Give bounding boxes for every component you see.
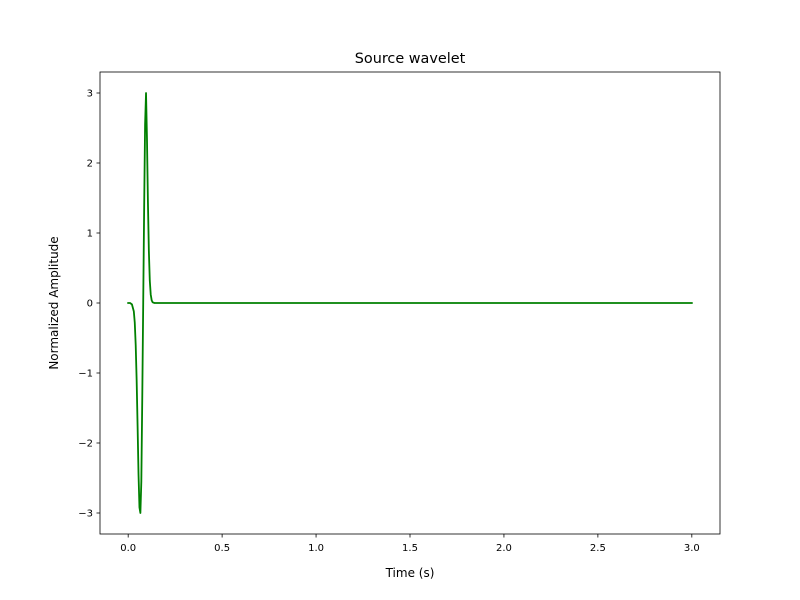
x-axis: 0.0 0.5 1.0 1.5 2.0 2.5 3.0 (120, 534, 700, 554)
x-axis-title: Time (s) (385, 566, 435, 580)
y-tick-label: −1 (78, 369, 93, 380)
x-tick-label: 2.0 (496, 543, 512, 554)
y-tick-label: 0 (87, 299, 93, 310)
x-tick-label: 1.0 (308, 543, 324, 554)
x-tick-label: 2.5 (590, 543, 606, 554)
y-tick-label: 1 (87, 229, 93, 240)
y-axis: −3 −2 −1 0 1 2 3 (78, 89, 100, 520)
y-tick-label: 3 (87, 89, 93, 100)
plot-area (127, 92, 693, 514)
y-tick-label: 2 (87, 159, 93, 170)
chart-title: Source wavelet (355, 51, 466, 67)
x-tick-label: 0.5 (214, 543, 230, 554)
x-tick-label: 3.0 (684, 543, 700, 554)
x-tick-label: 0.0 (120, 543, 136, 554)
series-line-1 (127, 92, 693, 514)
y-tick-label: −2 (78, 439, 93, 450)
y-axis-title: Normalized Amplitude (47, 236, 61, 369)
x-tick-label: 1.5 (402, 543, 418, 554)
y-tick-label: −3 (78, 509, 93, 520)
